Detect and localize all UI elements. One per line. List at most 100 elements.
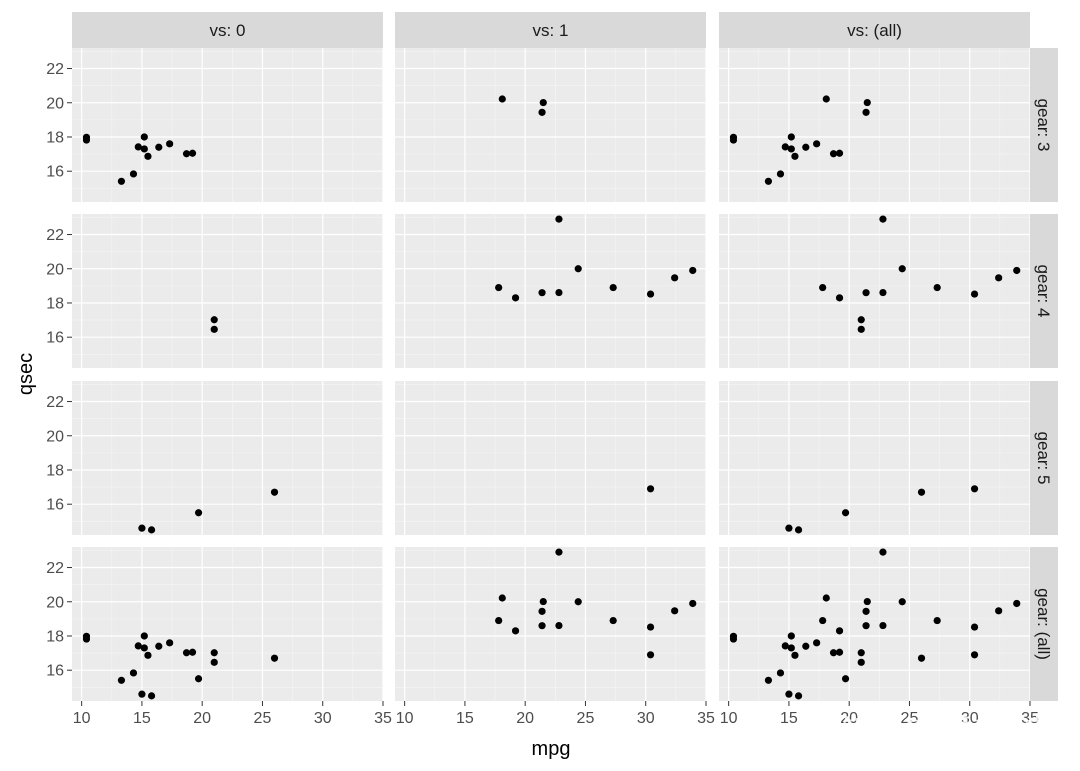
data-point [898, 598, 906, 606]
x-tick-label: 25 [254, 710, 272, 727]
row-strip-label: gear: 5 [1034, 432, 1053, 485]
data-point [862, 289, 870, 297]
panel-grid [72, 381, 384, 535]
data-point [671, 607, 679, 615]
panel-points [82, 133, 197, 185]
data-point [794, 692, 803, 700]
data-point [671, 274, 679, 282]
y-tick-label: 18 [46, 628, 64, 645]
panel-points [495, 215, 697, 302]
x-tick-label: 15 [133, 710, 151, 727]
data-point [802, 642, 810, 650]
data-point [781, 143, 789, 151]
data-point [82, 635, 91, 643]
facet-panel [395, 48, 707, 202]
data-point [210, 658, 218, 666]
panel-points [498, 95, 547, 116]
x-tick-label: 15 [780, 710, 798, 727]
data-point [841, 675, 850, 683]
facet-panel [72, 214, 384, 368]
y-tick-label: 18 [46, 129, 64, 146]
panel-grid [72, 214, 384, 368]
data-point [898, 265, 906, 273]
panel-background [719, 547, 1030, 701]
data-point [495, 616, 503, 625]
data-point [539, 597, 547, 606]
panel-background [719, 214, 1030, 368]
data-point [822, 594, 830, 602]
panel-grid [395, 214, 707, 368]
data-point [729, 136, 738, 144]
facet-panel [72, 547, 384, 701]
data-point [787, 133, 795, 141]
data-point [862, 108, 870, 116]
data-point [689, 599, 697, 608]
y-tick-label: 18 [46, 462, 64, 479]
data-point [609, 283, 617, 292]
column-strip-label: vs: (all) [847, 21, 902, 40]
data-point [210, 325, 218, 333]
row-strip-label: gear: (all) [1034, 588, 1053, 660]
data-point [879, 288, 887, 297]
data-point [933, 616, 941, 625]
x-tick-label: 30 [637, 710, 655, 727]
data-point [188, 149, 197, 157]
data-point [182, 150, 191, 158]
panel-background [395, 381, 706, 535]
data-point [144, 651, 152, 659]
data-point [791, 651, 799, 659]
data-point [822, 95, 830, 103]
row-strip [1030, 381, 1058, 535]
y-tick-label: 22 [46, 61, 64, 78]
y-tick-label: 20 [46, 428, 64, 445]
y-tick-label: 22 [46, 394, 64, 411]
panel-background [72, 214, 383, 368]
data-point [270, 488, 279, 496]
row-strip-label: gear: 4 [1034, 265, 1053, 318]
data-point [819, 616, 827, 625]
data-point [538, 607, 546, 615]
x-tick-label: 30 [961, 710, 979, 727]
data-point [140, 133, 148, 141]
row-strip-label: gear: 3 [1034, 99, 1053, 152]
x-tick-label: 25 [901, 710, 919, 727]
panel-background [72, 48, 383, 202]
panel-points [646, 485, 655, 493]
data-point [862, 607, 870, 615]
x-axis-title: mpg [532, 738, 571, 760]
data-point [609, 616, 617, 625]
y-tick-label: 16 [46, 164, 64, 181]
data-point [787, 632, 795, 640]
data-point [776, 669, 785, 677]
panel-grid [72, 547, 384, 701]
panel-grid [719, 547, 1031, 701]
data-point [1013, 266, 1021, 275]
data-point [995, 274, 1003, 282]
data-point [140, 145, 148, 153]
data-point [166, 639, 174, 647]
data-point [646, 623, 655, 631]
data-point [134, 143, 142, 151]
data-point [835, 294, 844, 302]
data-point [555, 288, 563, 297]
panel-grid [395, 547, 707, 701]
data-point [879, 215, 887, 223]
data-point [917, 488, 926, 496]
data-point [210, 649, 218, 657]
data-point [863, 597, 871, 606]
data-point [555, 215, 563, 223]
x-tick-label: 15 [456, 710, 474, 727]
data-point [511, 627, 520, 635]
data-point [82, 136, 91, 144]
data-point [802, 143, 810, 151]
data-point [787, 644, 795, 652]
x-tick-label: 20 [840, 710, 858, 727]
data-point [129, 669, 138, 677]
data-point [166, 140, 174, 148]
data-point [785, 524, 793, 532]
facet-strips: vs: 0 vs: 1 vs: (all) gear: 3 gear: 4 gear: 5… [72, 12, 1058, 701]
data-point [835, 149, 844, 157]
data-point [764, 676, 773, 684]
data-point [781, 642, 789, 650]
